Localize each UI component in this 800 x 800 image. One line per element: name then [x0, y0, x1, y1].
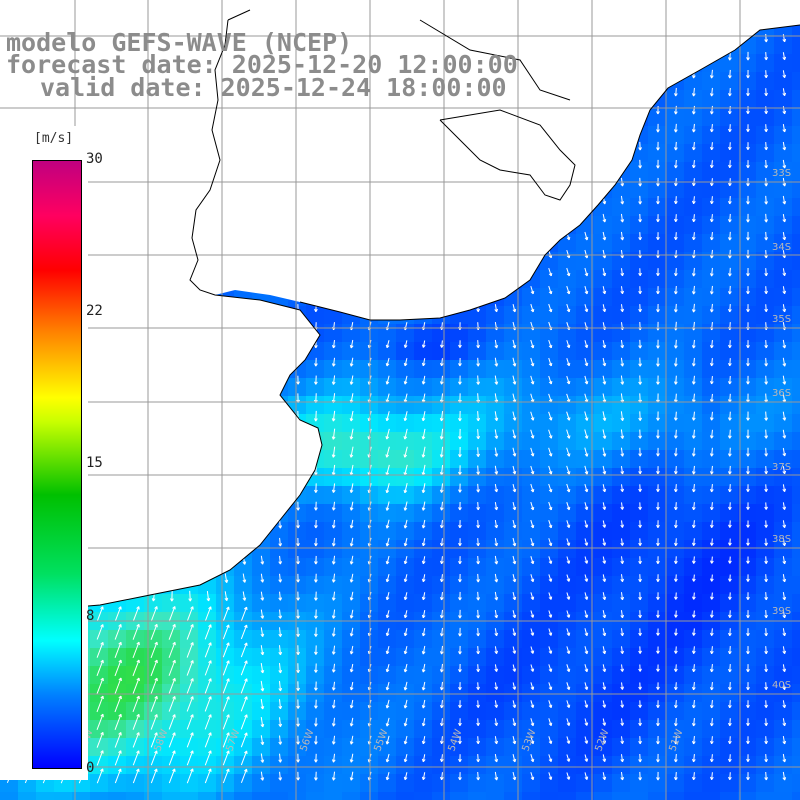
lat-label: 36S — [772, 388, 791, 399]
colorbar-tick: 30 — [86, 151, 103, 167]
colorbar-legend: [m/s] 30 22 15 8 0 — [0, 126, 103, 780]
model-title: modelo GEFS-WAVE (NCEP) — [6, 28, 353, 57]
forecast-date: forecast date: 2025-12-20 12:00:00 — [6, 50, 518, 79]
lat-label: 38S — [772, 534, 791, 545]
lat-label: 33S — [772, 168, 791, 179]
lat-label: 39S — [772, 606, 791, 617]
lat-label: 37S — [772, 462, 791, 473]
valid-date: valid date: 2025-12-24 18:00:00 — [40, 73, 507, 102]
coastline — [0, 9, 800, 616]
wind-vectors — [6, 33, 787, 784]
lat-label: 34S — [772, 242, 791, 253]
colorbar-tick: 8 — [86, 608, 95, 624]
colorbar-gradient — [32, 160, 82, 769]
colorbar-tick: 22 — [86, 303, 103, 319]
colorbar-unit: [m/s] — [34, 131, 74, 146]
colorbar-tick: 15 — [86, 455, 103, 471]
colorbar-tick: 0 — [86, 760, 95, 776]
lat-label: 40S — [772, 680, 791, 691]
lat-label: 35S — [772, 314, 791, 325]
